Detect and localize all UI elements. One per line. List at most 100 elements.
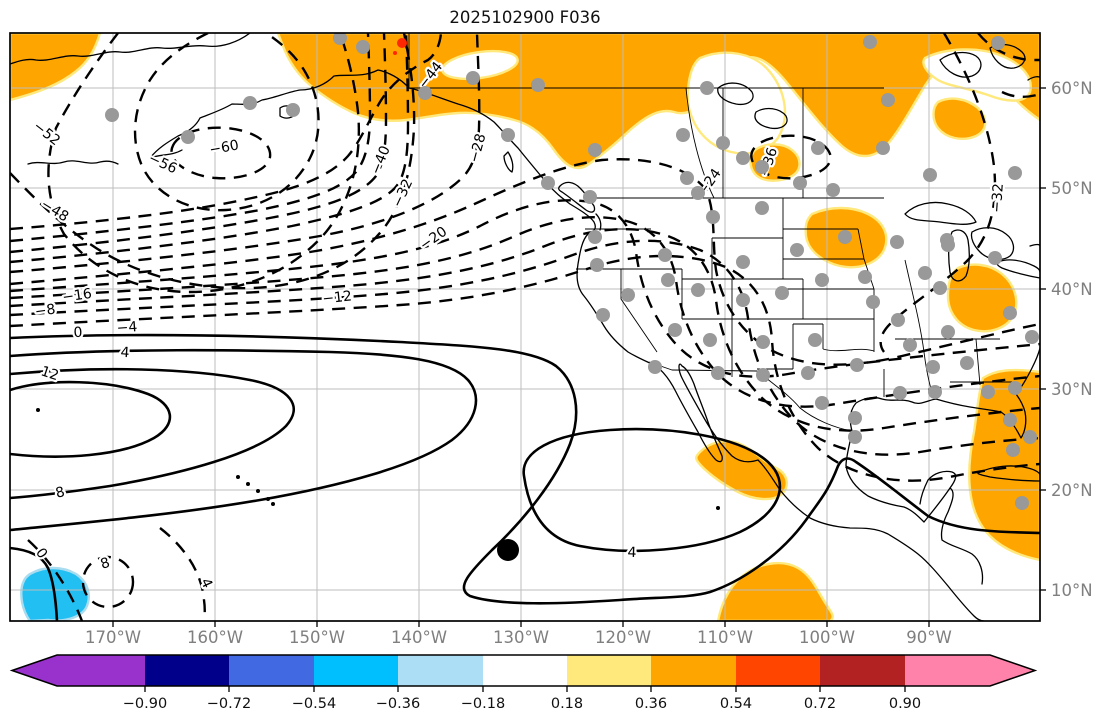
- shaded-regions: [10, 33, 1040, 621]
- station-dot: [286, 103, 300, 117]
- station-dot: [775, 286, 789, 300]
- station-dot: [801, 366, 815, 380]
- station-dot: [903, 338, 917, 352]
- station-dot: [541, 176, 555, 190]
- contour-sw-cyan-cross: [27, 539, 84, 621]
- station-dot: [1003, 413, 1017, 427]
- coastlines: [10, 33, 1040, 621]
- contour--28: [10, 33, 481, 274]
- lake-superior: [904, 201, 977, 225]
- colorbar-outline: [9, 654, 1038, 687]
- x-tick-label: 160°W: [187, 628, 243, 647]
- solid-positive-contours: [10, 333, 1040, 621]
- station-dot: [815, 396, 829, 410]
- y-tick-label: 10°N: [1051, 581, 1093, 600]
- colorbar-tick-label: 0.18: [551, 696, 583, 712]
- orange-region-se-great-lakes: [946, 263, 1018, 333]
- station-dot: [736, 255, 750, 269]
- y-tick-label: 60°N: [1051, 79, 1093, 98]
- orange-region-se-corner: [968, 368, 1040, 562]
- red-speck: [393, 51, 397, 55]
- station-dot: [716, 136, 730, 150]
- contour-label: −32: [389, 177, 416, 211]
- station-dot: [691, 283, 705, 297]
- x-tick-label: 120°W: [595, 628, 651, 647]
- station-dot: [858, 270, 872, 284]
- station-dot: [918, 266, 932, 280]
- contour--44: [10, 33, 443, 231]
- contour-8: [10, 367, 296, 500]
- contour--56: [133, 33, 320, 212]
- contour-label: 0: [73, 325, 83, 341]
- colorbar: −0.90 −0.72 −0.54 −0.36 −0.18 0.18 0.36 0.54 0.7…: [9, 654, 1038, 712]
- black-dot-marker: [497, 539, 519, 561]
- x-tick-label: 90°W: [906, 628, 952, 647]
- contour-label: −16: [61, 286, 93, 306]
- colorbar-segment: [483, 655, 567, 686]
- station-dot: [105, 108, 119, 122]
- station-dot: [531, 78, 545, 92]
- mexico-gulf-yucatan: [845, 430, 984, 585]
- lake-erie-ontario: [996, 243, 1040, 279]
- vancouver-island: [558, 181, 602, 231]
- contour-label: −40: [368, 144, 394, 177]
- contour--36-loop: [750, 134, 832, 180]
- station-dot: [1015, 496, 1029, 510]
- contour-label: 8: [54, 484, 67, 502]
- station-dot: [418, 86, 432, 100]
- station-dot: [755, 201, 769, 215]
- station-dot: [848, 411, 862, 425]
- station-dot: [756, 335, 770, 349]
- station-dot: [736, 151, 750, 165]
- station-dot: [181, 130, 195, 144]
- contour--8: [10, 239, 1040, 456]
- colorbar-segment-under: [12, 655, 145, 686]
- station-dot: [700, 81, 714, 95]
- island-speck: [716, 506, 720, 510]
- station-dot: [848, 430, 862, 444]
- station-dot: [590, 258, 604, 272]
- colorbar-tick-label: −0.18: [461, 696, 505, 712]
- station-dot: [706, 210, 720, 224]
- station-dot: [826, 183, 840, 197]
- contour--36: [10, 33, 388, 254]
- contour-label: −48: [38, 196, 72, 225]
- contour-label: −56: [146, 150, 180, 177]
- station-dot: [893, 386, 907, 400]
- station-dot: [356, 40, 370, 54]
- station-dot: [891, 313, 905, 327]
- station-dot: [756, 368, 770, 382]
- contour--32-east: [879, 33, 997, 353]
- station-dot: [243, 96, 257, 110]
- special-markers: [36, 38, 720, 561]
- station-dot: [863, 35, 877, 49]
- colorbar-segment-over: [905, 655, 1035, 686]
- station-dot: [658, 248, 672, 262]
- contour-4-north: [10, 348, 478, 532]
- colorbar-segment: [651, 655, 736, 686]
- contour--16: [10, 216, 1040, 408]
- station-dot: [676, 128, 690, 142]
- cuba: [977, 465, 1040, 482]
- page-title: 2025102900 F036: [449, 8, 600, 27]
- station-dot: [940, 233, 954, 247]
- contour--40: [10, 33, 372, 243]
- station-dot: [583, 190, 597, 204]
- axis-labels: 170°W 160°W 150°W 140°W 130°W 120°W 110°W 100°W…: [85, 79, 1093, 647]
- station-dot: [711, 366, 725, 380]
- station-dot: [850, 358, 864, 372]
- station-dot: [691, 186, 705, 200]
- orange-region-baja: [695, 440, 788, 501]
- colorbar-tick-label: −0.90: [123, 696, 167, 712]
- station-dot: [596, 308, 610, 322]
- station-dot: [588, 230, 602, 244]
- colorbar-segment: [229, 655, 314, 686]
- colorbar-segment: [145, 655, 229, 686]
- orange-region-top-band: [276, 33, 1040, 170]
- x-tick-label: 140°W: [391, 628, 447, 647]
- contour-label: −20: [417, 224, 450, 254]
- station-dot: [928, 385, 942, 399]
- contour--4: [10, 254, 1040, 482]
- x-tick-label: 150°W: [289, 628, 345, 647]
- station-dot: [1006, 443, 1020, 457]
